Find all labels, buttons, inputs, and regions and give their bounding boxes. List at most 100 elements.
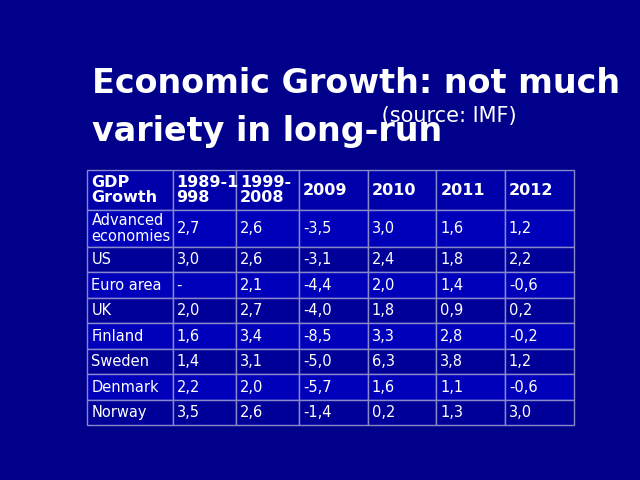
Bar <box>299 210 368 247</box>
Bar <box>88 400 173 425</box>
Bar <box>236 349 299 374</box>
Text: 2,8: 2,8 <box>440 329 463 344</box>
Bar <box>88 324 173 349</box>
Bar <box>88 210 173 247</box>
Text: 2,0: 2,0 <box>177 303 200 318</box>
Text: 2,4: 2,4 <box>372 252 395 267</box>
Text: (source: IMF): (source: IMF) <box>375 106 516 126</box>
Bar <box>236 247 299 272</box>
Bar <box>436 298 505 324</box>
Text: 1,1: 1,1 <box>440 380 463 395</box>
Text: 1,6: 1,6 <box>372 380 395 395</box>
Text: US: US <box>92 252 111 267</box>
Bar <box>236 400 299 425</box>
Text: Denmark: Denmark <box>92 380 159 395</box>
Bar <box>299 349 368 374</box>
Text: 2,6: 2,6 <box>240 252 263 267</box>
Text: 2,6: 2,6 <box>240 221 263 236</box>
Bar <box>173 374 236 400</box>
Text: 3,8: 3,8 <box>440 354 463 369</box>
Bar <box>368 170 436 210</box>
Text: -1,4: -1,4 <box>303 405 332 420</box>
Bar <box>505 170 573 210</box>
Bar <box>236 298 299 324</box>
Text: Finland: Finland <box>92 329 144 344</box>
Text: Advanced
economies: Advanced economies <box>92 213 171 244</box>
Text: 2012: 2012 <box>509 182 554 198</box>
Bar <box>299 298 368 324</box>
Text: 6,3: 6,3 <box>372 354 395 369</box>
Text: -0,2: -0,2 <box>509 329 538 344</box>
Text: 1,8: 1,8 <box>372 303 395 318</box>
Text: -5,0: -5,0 <box>303 354 332 369</box>
Text: variety in long-run: variety in long-run <box>92 115 443 148</box>
Text: -4,0: -4,0 <box>303 303 332 318</box>
Text: -3,1: -3,1 <box>303 252 332 267</box>
Bar <box>436 400 505 425</box>
Text: 2009: 2009 <box>303 182 348 198</box>
Text: -3,5: -3,5 <box>303 221 332 236</box>
Bar <box>173 298 236 324</box>
Bar <box>173 170 236 210</box>
Bar <box>436 272 505 298</box>
Bar <box>173 247 236 272</box>
Bar <box>236 374 299 400</box>
Bar <box>299 324 368 349</box>
Text: 0,9: 0,9 <box>440 303 463 318</box>
Bar <box>368 324 436 349</box>
Text: 0,2: 0,2 <box>509 303 532 318</box>
Bar <box>88 247 173 272</box>
Text: -5,7: -5,7 <box>303 380 332 395</box>
Bar <box>236 210 299 247</box>
Text: 2,6: 2,6 <box>240 405 263 420</box>
Bar <box>299 400 368 425</box>
Text: Economic Growth: not much: Economic Growth: not much <box>92 67 621 100</box>
Bar <box>436 170 505 210</box>
Bar <box>368 247 436 272</box>
Text: 1,4: 1,4 <box>177 354 200 369</box>
Bar <box>173 400 236 425</box>
Bar <box>368 349 436 374</box>
Text: GDP
Growth: GDP Growth <box>92 175 157 205</box>
Text: 0,2: 0,2 <box>372 405 395 420</box>
Bar <box>88 349 173 374</box>
Text: -4,4: -4,4 <box>303 277 332 293</box>
Bar <box>505 349 573 374</box>
Text: 2,0: 2,0 <box>372 277 395 293</box>
Text: -0,6: -0,6 <box>509 380 538 395</box>
Bar <box>368 374 436 400</box>
Bar <box>436 324 505 349</box>
Text: 3,1: 3,1 <box>240 354 263 369</box>
Text: 1,8: 1,8 <box>440 252 463 267</box>
Bar <box>368 298 436 324</box>
Text: -8,5: -8,5 <box>303 329 332 344</box>
Text: Norway: Norway <box>92 405 147 420</box>
Text: 2,0: 2,0 <box>240 380 263 395</box>
Bar <box>236 324 299 349</box>
Text: 1989-1
998: 1989-1 998 <box>177 175 239 205</box>
Text: -: - <box>177 277 182 293</box>
Bar <box>368 400 436 425</box>
Text: 1,2: 1,2 <box>509 354 532 369</box>
Text: 2011: 2011 <box>440 182 484 198</box>
Text: Euro area: Euro area <box>92 277 162 293</box>
Text: 2,1: 2,1 <box>240 277 263 293</box>
Bar <box>505 210 573 247</box>
Bar <box>368 210 436 247</box>
Bar <box>236 170 299 210</box>
Text: 1,2: 1,2 <box>509 221 532 236</box>
Text: 1,3: 1,3 <box>440 405 463 420</box>
Bar <box>299 170 368 210</box>
Bar <box>505 298 573 324</box>
Bar <box>299 247 368 272</box>
Bar <box>88 272 173 298</box>
Text: 3,3: 3,3 <box>372 329 394 344</box>
Text: Sweden: Sweden <box>92 354 149 369</box>
Bar <box>173 210 236 247</box>
Text: -0,6: -0,6 <box>509 277 538 293</box>
Bar <box>173 349 236 374</box>
Text: 3,5: 3,5 <box>177 405 200 420</box>
Bar <box>299 374 368 400</box>
Bar <box>436 349 505 374</box>
Bar <box>299 272 368 298</box>
